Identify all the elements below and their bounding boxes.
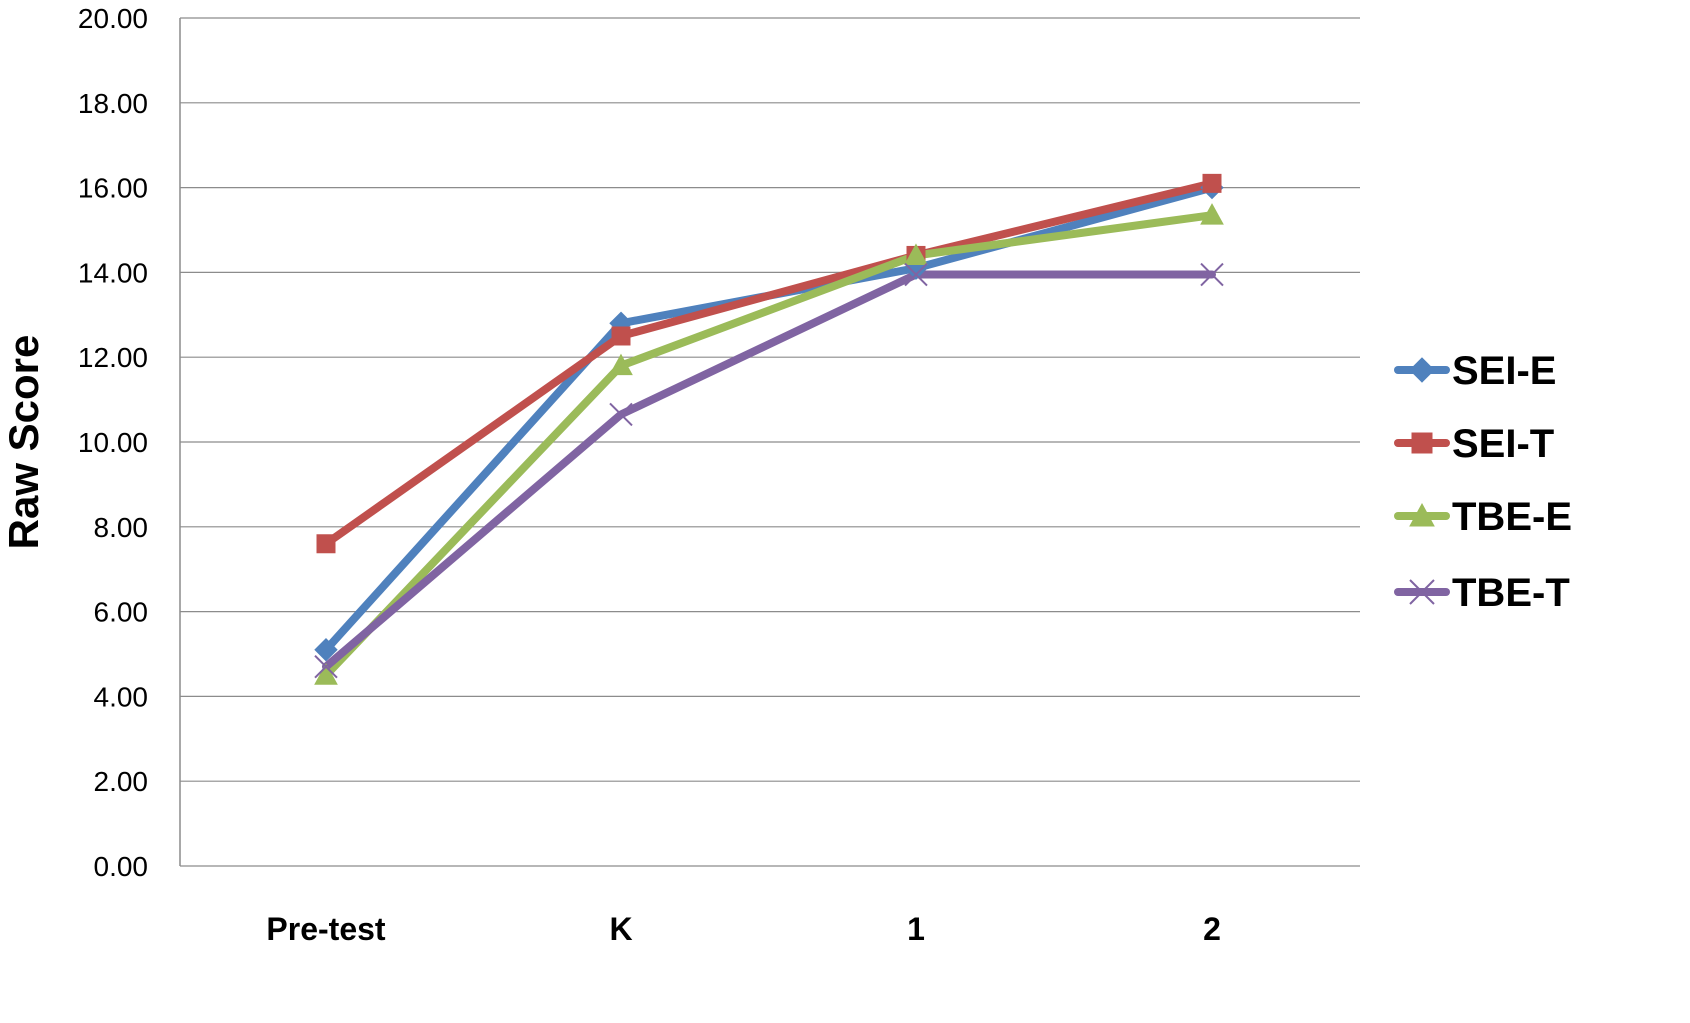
legend-label: TBE-T: [1452, 571, 1570, 615]
series-markers: [314, 173, 1224, 685]
y-tick-label: 20.00: [78, 3, 148, 34]
data-point-tbe-e: [904, 243, 928, 265]
legend: SEI-E SEI-T TBE-E TBE-T: [1394, 349, 1572, 615]
legend-item-tbe-t: TBE-T: [1394, 571, 1570, 615]
data-point-tbe-e: [609, 353, 633, 376]
y-tick-label: 0.00: [94, 851, 149, 882]
y-tick-label: 12.00: [78, 342, 148, 373]
y-tick-label: 16.00: [78, 173, 148, 204]
data-point-tbe-e: [314, 663, 338, 685]
x-tick-labels: Pre-test K 1 2: [266, 911, 1220, 947]
legend-item-sei-t: SEI-T: [1394, 422, 1554, 466]
square-marker-icon: [1411, 432, 1433, 454]
series-line-sei-t: [322, 179, 1216, 548]
x-marker-icon: [1409, 579, 1435, 605]
x-tick-label: Pre-test: [266, 911, 386, 947]
legend-label: SEI-E: [1452, 349, 1556, 393]
data-point-sei-t: [1202, 173, 1222, 193]
triangle-marker-icon: [1409, 502, 1435, 527]
y-tick-label: 4.00: [94, 681, 149, 712]
x-tick-label: 2: [1203, 911, 1221, 947]
y-tick-label: 10.00: [78, 427, 148, 458]
legend-item-sei-e: SEI-E: [1394, 349, 1556, 393]
series-line-sei-e: [322, 183, 1216, 654]
y-axis-title: Raw Score: [0, 335, 47, 550]
data-point-tbe-t: [904, 262, 928, 287]
series-line-tbe-e: [322, 211, 1216, 680]
data-point-tbe-t: [1200, 262, 1224, 287]
x-tick-label: 1: [907, 911, 925, 947]
data-point-tbe-e: [1200, 203, 1224, 225]
data-point-sei-t: [611, 326, 631, 346]
data-point-tbe-t: [314, 655, 338, 679]
y-tick-label: 6.00: [94, 597, 149, 628]
legend-label: SEI-T: [1452, 422, 1554, 466]
data-point-sei-e: [314, 638, 338, 662]
y-tick-labels: 0.00 2.00 4.00 6.00 8.00 10.00 12.00 14.00 16.00…: [78, 3, 148, 882]
y-tick-label: 14.00: [78, 257, 148, 288]
series-line-tbe-t: [322, 270, 1216, 671]
gridlines: [180, 17, 1360, 867]
series-lines: [322, 179, 1216, 680]
data-point-sei-t: [316, 534, 336, 554]
diamond-marker-icon: [1409, 357, 1435, 383]
y-tick-label: 18.00: [78, 88, 148, 119]
y-tick-label: 8.00: [94, 512, 149, 543]
data-point-tbe-t: [609, 402, 633, 427]
x-tick-label: K: [609, 911, 632, 947]
legend-label: TBE-E: [1452, 495, 1572, 539]
legend-item-tbe-e: TBE-E: [1394, 495, 1572, 539]
y-tick-label: 2.00: [94, 766, 149, 797]
